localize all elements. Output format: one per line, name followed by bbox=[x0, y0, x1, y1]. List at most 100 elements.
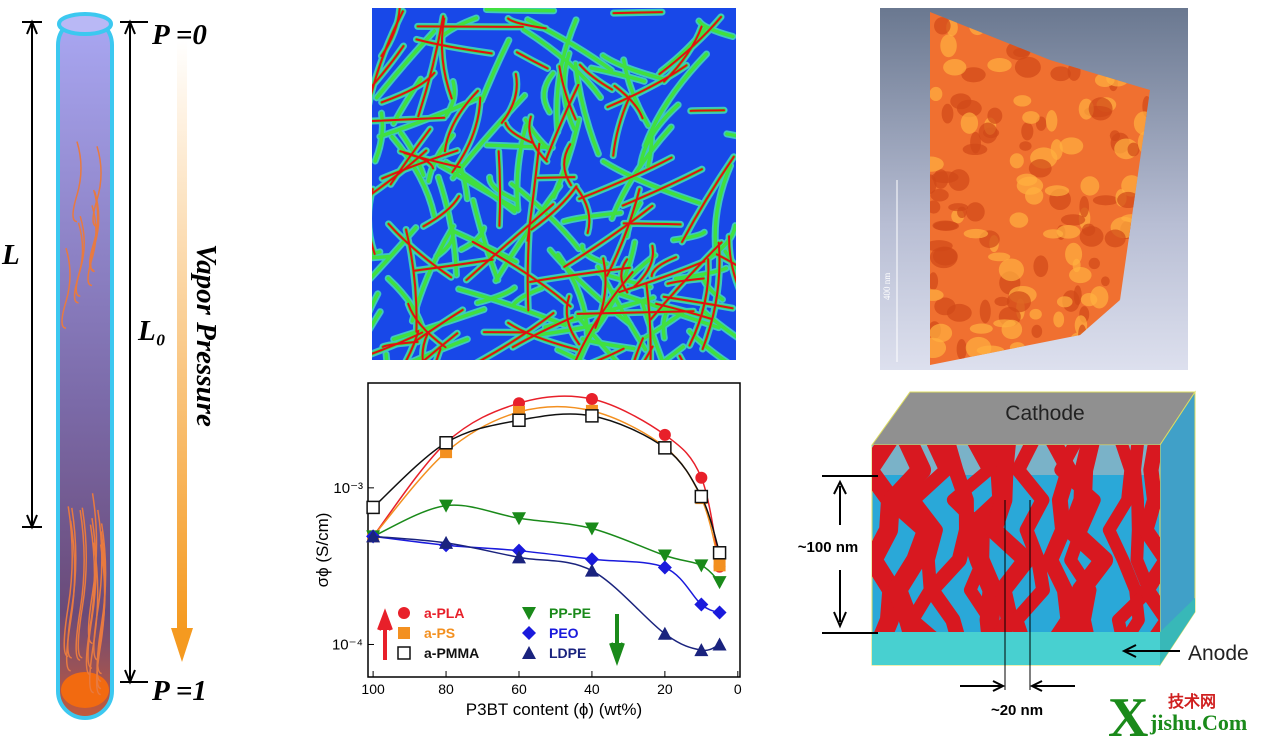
fiber-core bbox=[688, 258, 710, 347]
fiber bbox=[88, 542, 99, 694]
fiber-core bbox=[578, 63, 614, 91]
fiber-core bbox=[612, 11, 664, 15]
fiber-core bbox=[578, 156, 673, 200]
data-point bbox=[584, 563, 599, 577]
grain bbox=[1079, 226, 1104, 247]
fiber bbox=[677, 354, 684, 360]
fiber-core bbox=[416, 25, 524, 28]
fiber-core bbox=[372, 149, 428, 195]
grain bbox=[965, 336, 992, 359]
dimension-arrow bbox=[833, 479, 847, 629]
x-axis-label: P3BT content (ϕ) (wt%) bbox=[466, 700, 642, 719]
grain bbox=[962, 143, 988, 156]
legend-marker bbox=[522, 607, 536, 620]
fiber bbox=[542, 71, 555, 114]
grain bbox=[987, 107, 1003, 124]
grain bbox=[930, 337, 947, 359]
fiber-core bbox=[507, 321, 579, 351]
fiber bbox=[372, 309, 382, 329]
grain bbox=[1022, 111, 1040, 124]
fiber bbox=[390, 134, 436, 218]
trend-arrow bbox=[377, 608, 393, 660]
grain bbox=[930, 323, 953, 343]
fiber bbox=[438, 163, 520, 212]
fiber-core bbox=[622, 222, 682, 226]
data-point bbox=[712, 637, 727, 651]
fiber-core bbox=[645, 283, 652, 360]
fiber bbox=[705, 223, 736, 262]
domain bbox=[905, 445, 953, 656]
fiber-core bbox=[443, 89, 479, 153]
legend-marker bbox=[398, 607, 410, 619]
fiber bbox=[485, 143, 555, 150]
fiber bbox=[577, 314, 605, 360]
domain bbox=[1061, 445, 1114, 656]
fiber-core bbox=[380, 71, 436, 104]
fiber bbox=[479, 38, 511, 103]
data-point bbox=[366, 500, 380, 515]
grain bbox=[1079, 195, 1090, 218]
fiber-core bbox=[435, 347, 442, 360]
fiber bbox=[61, 247, 71, 329]
fiber bbox=[378, 95, 483, 139]
fiber-core bbox=[596, 347, 625, 360]
pressure-arrow-head bbox=[171, 628, 193, 662]
afm-image bbox=[372, 8, 736, 360]
grain bbox=[1044, 185, 1070, 197]
fiber bbox=[487, 175, 518, 202]
fiber-core bbox=[681, 155, 735, 243]
fiber-core bbox=[372, 45, 405, 88]
grain bbox=[1053, 311, 1065, 328]
data-point bbox=[584, 522, 599, 536]
fiber-core bbox=[413, 258, 494, 272]
grain bbox=[930, 156, 944, 172]
fiber bbox=[75, 510, 85, 661]
grain bbox=[941, 103, 954, 124]
data-point bbox=[657, 626, 672, 640]
fiber-core bbox=[507, 17, 547, 30]
fiber bbox=[661, 306, 670, 340]
data-point bbox=[585, 393, 598, 406]
fiber-core bbox=[372, 188, 376, 255]
data-point bbox=[694, 559, 709, 573]
fiber bbox=[601, 53, 667, 82]
fiber-core bbox=[372, 116, 446, 123]
fiber-core bbox=[471, 240, 572, 308]
fiber-core bbox=[500, 73, 518, 124]
data-point bbox=[658, 441, 672, 455]
fiber-core bbox=[403, 152, 461, 169]
data-point bbox=[657, 560, 672, 575]
x-tick-label: 20 bbox=[657, 681, 673, 697]
fiber-core bbox=[421, 332, 429, 360]
fiber bbox=[63, 506, 73, 658]
fiber bbox=[511, 286, 544, 308]
grain bbox=[1009, 153, 1024, 169]
anode-layer bbox=[872, 632, 1160, 665]
fiber-core bbox=[613, 84, 644, 120]
initial-length-label: L₀ bbox=[137, 315, 166, 347]
grain bbox=[934, 297, 956, 316]
legend-label: PEO bbox=[549, 625, 579, 641]
grain bbox=[934, 17, 951, 35]
grain bbox=[978, 122, 998, 144]
anode-arrow bbox=[1121, 644, 1180, 658]
grain bbox=[979, 299, 991, 324]
grain bbox=[1060, 214, 1086, 226]
grain bbox=[1028, 159, 1052, 178]
fiber bbox=[475, 285, 517, 305]
fiber bbox=[67, 507, 77, 659]
x-tick-label: 0 bbox=[734, 681, 742, 697]
data-point bbox=[511, 512, 526, 526]
grain bbox=[1104, 229, 1126, 248]
data-point bbox=[439, 535, 454, 549]
fiber bbox=[471, 198, 500, 282]
x-tick-label: 100 bbox=[361, 681, 385, 697]
fiber bbox=[95, 544, 106, 696]
fiber-core bbox=[417, 15, 445, 118]
grain bbox=[1019, 141, 1032, 151]
fiber-core bbox=[528, 115, 548, 163]
fiber-core bbox=[678, 354, 683, 360]
fiber bbox=[484, 8, 556, 13]
length-label: L bbox=[1, 239, 20, 271]
watermark: X jishu.Com 技术网 bbox=[1108, 687, 1247, 738]
